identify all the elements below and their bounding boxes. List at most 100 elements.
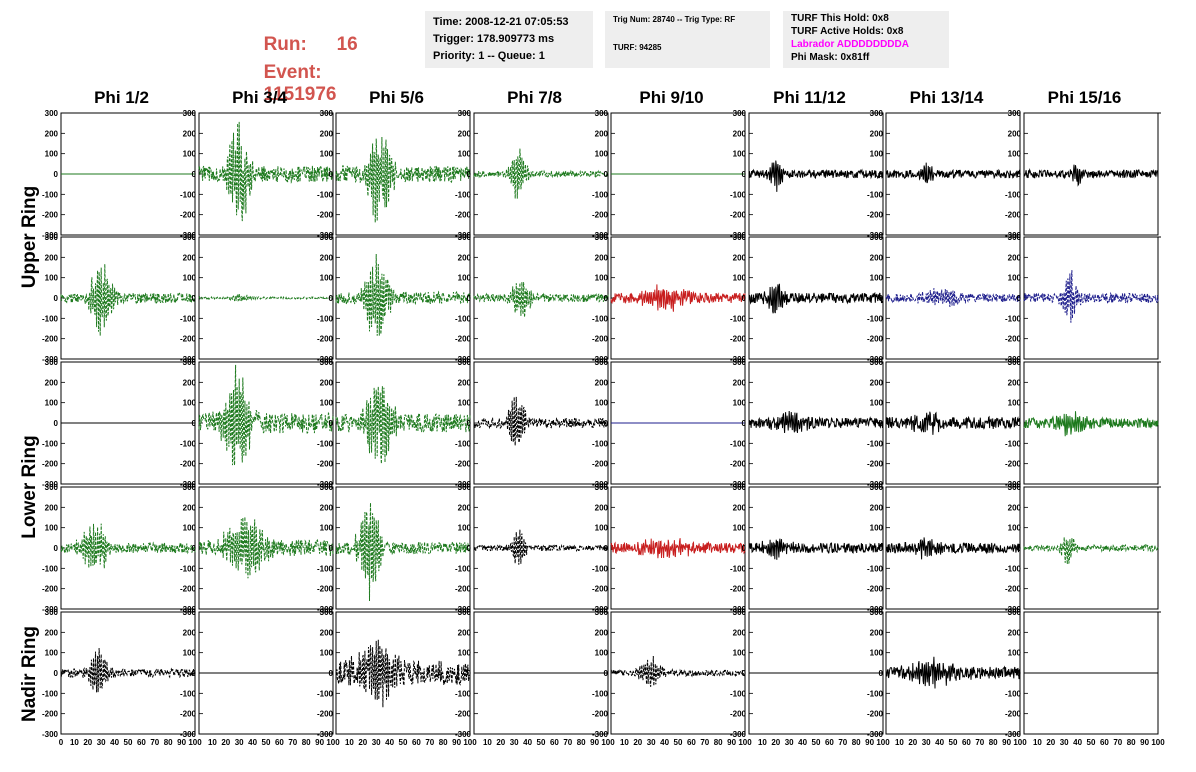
y-tick-label: 0	[604, 544, 609, 553]
x-tick-label: 80	[302, 738, 311, 747]
y-tick-label: 300	[45, 358, 59, 367]
y-tick-label: 0	[742, 170, 747, 179]
y-tick-label: -100	[42, 314, 59, 323]
y-tick-label: -100	[867, 564, 884, 573]
y-tick-label: -300	[180, 480, 197, 489]
y-tick-label: 0	[192, 294, 197, 303]
y-tick-label: -200	[317, 335, 334, 344]
y-tick-label: 0	[54, 294, 59, 303]
x-tick-label: 90	[315, 738, 324, 747]
y-tick-label: 300	[45, 233, 59, 242]
y-tick-label: 100	[870, 150, 884, 159]
y-tick-label: 0	[1017, 294, 1022, 303]
waveform-series-r1-c6	[885, 288, 1021, 308]
x-tick-label: 60	[275, 738, 284, 747]
y-tick-label: 100	[1008, 274, 1022, 283]
y-tick-label: 0	[879, 170, 884, 179]
x-tick-label: 10	[70, 738, 79, 747]
x-tick-label: 10	[345, 738, 354, 747]
x-tick-label: 90	[1140, 738, 1149, 747]
waveform-series-r1-c2	[335, 253, 471, 336]
y-tick-label: 100	[1008, 150, 1022, 159]
x-tick-label: 30	[235, 738, 244, 747]
y-tick-label: 200	[595, 253, 609, 262]
y-tick-label: -100	[1005, 439, 1022, 448]
y-tick-label: 200	[320, 253, 334, 262]
y-tick-label: -100	[180, 439, 197, 448]
y-tick-label: 200	[45, 378, 59, 387]
y-tick-label: -200	[455, 335, 472, 344]
y-tick-label: -200	[317, 460, 334, 469]
y-tick-label: -100	[592, 689, 609, 698]
labrador-text: Labrador ADDDDDDDDA	[791, 39, 909, 50]
y-tick-label: 200	[320, 503, 334, 512]
y-tick-label: 300	[595, 608, 609, 617]
y-tick-label: 0	[879, 544, 884, 553]
x-tick-label: 20	[496, 738, 505, 747]
y-tick-label: 200	[183, 503, 197, 512]
x-tick-label: 40	[248, 738, 257, 747]
y-tick-label: -200	[592, 211, 609, 220]
y-tick-label: 300	[733, 358, 747, 367]
y-tick-label: -300	[592, 231, 609, 240]
waveform-series-r1-c7	[1023, 270, 1159, 323]
y-tick-label: 200	[733, 378, 747, 387]
event-label: Event: 1151976	[253, 40, 337, 106]
waveform-series-r3-c3	[473, 529, 609, 565]
waveform-series-r3-c5	[748, 538, 884, 560]
y-tick-label: -100	[867, 689, 884, 698]
x-tick-label: 40	[798, 738, 807, 747]
y-tick-label: -100	[317, 439, 334, 448]
y-tick-label: 100	[870, 649, 884, 658]
y-tick-label: 100	[1008, 649, 1022, 658]
y-tick-label: 100	[595, 274, 609, 283]
y-tick-label: -200	[455, 585, 472, 594]
y-tick-label: 100	[458, 274, 472, 283]
x-tick-label: 70	[838, 738, 847, 747]
y-tick-label: -100	[42, 439, 59, 448]
y-tick-label: -200	[180, 710, 197, 719]
y-tick-label: 300	[1008, 608, 1022, 617]
y-tick-label: -300	[180, 355, 197, 364]
y-tick-label: 0	[192, 544, 197, 553]
y-tick-label: 300	[870, 358, 884, 367]
priority-text: Priority: 1 -- Queue: 1	[433, 50, 545, 62]
y-tick-label: 200	[595, 378, 609, 387]
y-tick-label: 200	[1008, 129, 1022, 138]
y-tick-label: -100	[1005, 190, 1022, 199]
x-tick-label: 30	[647, 738, 656, 747]
x-tick-label: 90	[865, 738, 874, 747]
y-tick-label: 200	[45, 628, 59, 637]
y-tick-label: 200	[1008, 503, 1022, 512]
waveform-series-r3-c7	[1023, 537, 1159, 565]
y-tick-label: -300	[455, 231, 472, 240]
y-tick-label: -200	[42, 710, 59, 719]
x-tick-label: 60	[825, 738, 834, 747]
y-tick-label: -200	[180, 335, 197, 344]
x-tick-label: 100	[188, 738, 202, 747]
y-tick-label: 300	[320, 483, 334, 492]
waveform-series-r1-c3	[473, 281, 609, 318]
column-title-phi-3-4: Phi 3/4	[232, 88, 287, 107]
x-tick-label: 80	[714, 738, 723, 747]
y-tick-label: 200	[458, 253, 472, 262]
x-tick-label: 50	[812, 738, 821, 747]
y-tick-label: 200	[458, 129, 472, 138]
y-tick-label: 200	[733, 129, 747, 138]
y-tick-label: 100	[320, 274, 334, 283]
y-tick-label: 300	[183, 608, 197, 617]
y-tick-label: 300	[45, 109, 59, 118]
y-tick-label: -300	[730, 480, 747, 489]
y-tick-label: -200	[317, 211, 334, 220]
y-tick-label: -100	[42, 190, 59, 199]
y-tick-label: 100	[1008, 524, 1022, 533]
y-tick-label: -200	[317, 585, 334, 594]
waveform-series-r0-c3	[473, 148, 609, 199]
y-tick-label: 0	[742, 669, 747, 678]
y-tick-label: 200	[870, 628, 884, 637]
waveform-series-r2-c7	[1023, 411, 1159, 437]
y-tick-label: 300	[320, 109, 334, 118]
y-tick-label: 100	[183, 399, 197, 408]
x-tick-label: 100	[601, 738, 615, 747]
